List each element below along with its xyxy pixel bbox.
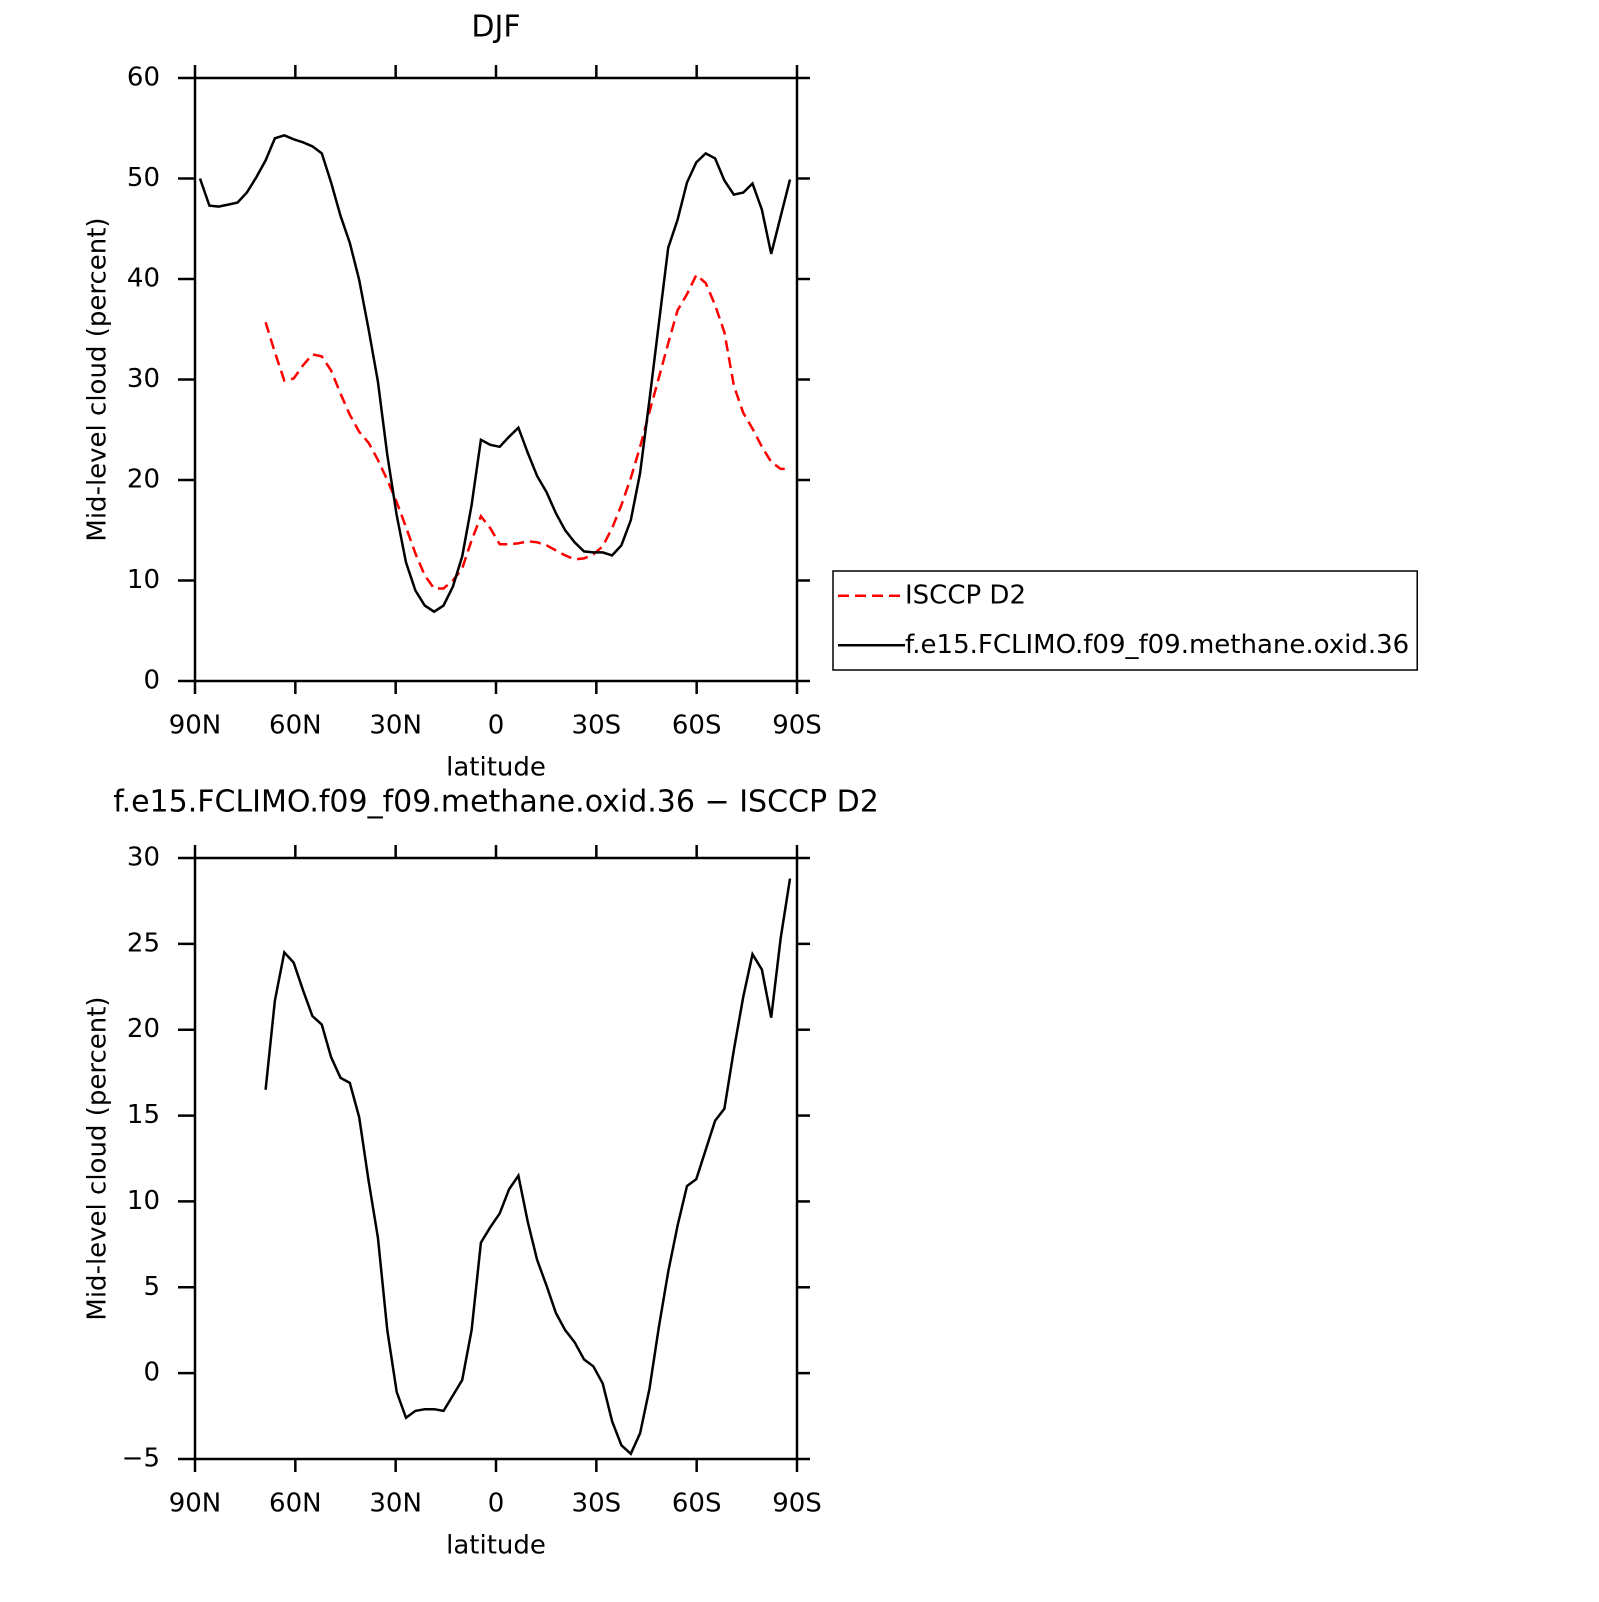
x-tick-label: 90N: [169, 1489, 222, 1519]
y-tick-label: 10: [127, 1186, 160, 1216]
legend-label: f.e15.FCLIMO.f09_f09.methane.oxid.36: [905, 630, 1409, 660]
series-line: [198, 133, 792, 614]
y-axis-label: Mid-level cloud (percent): [83, 996, 113, 1320]
y-tick-label: 0: [143, 666, 160, 696]
y-tick-label: 40: [127, 264, 160, 294]
plot-frame: [193, 76, 799, 683]
chart-title: DJF: [471, 10, 520, 45]
x-tick-label: 30N: [369, 711, 422, 741]
series-line: [264, 878, 792, 1456]
x-tick-label: 30N: [369, 1489, 422, 1519]
x-tick-label: 60S: [672, 711, 722, 741]
x-tick-label: 30S: [572, 711, 622, 741]
y-tick-label: 30: [127, 843, 160, 873]
x-tick-label: 30S: [572, 1489, 622, 1519]
x-tick-label: 0: [488, 1489, 505, 1519]
chart-title: f.e15.FCLIMO.f09_f09.methane.oxid.36 − I…: [113, 785, 879, 820]
x-tick-label: 60N: [269, 711, 322, 741]
plot-frame: [193, 856, 799, 1461]
y-tick-label: 60: [127, 63, 160, 93]
y-tick-label: 5: [143, 1272, 160, 1302]
y-axis-label: Mid-level cloud (percent): [83, 217, 113, 541]
legend-label: ISCCP D2: [905, 580, 1026, 610]
y-tick-label: 20: [127, 465, 160, 495]
x-tick-label: 90N: [169, 711, 222, 741]
series-line: [264, 273, 790, 590]
x-axis-label: latitude: [446, 753, 546, 783]
y-tick-label: 10: [127, 565, 160, 595]
x-tick-label: 90S: [772, 1489, 822, 1519]
x-tick-label: 60N: [269, 1489, 322, 1519]
y-tick-label: 20: [127, 1014, 160, 1044]
x-tick-label: 60S: [672, 1489, 722, 1519]
x-tick-label: 0: [488, 711, 505, 741]
x-tick-label: 90S: [772, 711, 822, 741]
legend-box: [832, 570, 1418, 671]
x-axis-label: latitude: [446, 1531, 546, 1561]
y-tick-label: 0: [143, 1358, 160, 1388]
y-tick-label: 50: [127, 163, 160, 193]
y-tick-label: 30: [127, 364, 160, 394]
y-tick-label: −5: [122, 1444, 160, 1474]
y-tick-label: 25: [127, 928, 160, 958]
y-tick-label: 15: [127, 1100, 160, 1130]
